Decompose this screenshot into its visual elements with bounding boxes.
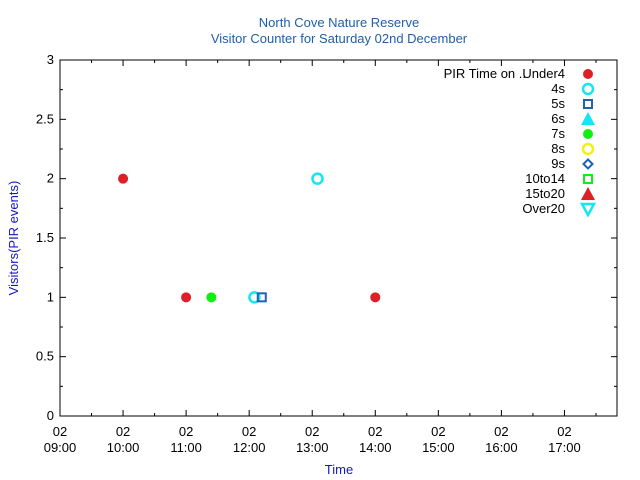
- y-tick-label: 1: [47, 289, 54, 304]
- x-axis-label: Time: [325, 462, 353, 477]
- legend-label: 7s: [551, 126, 565, 141]
- x-tick-label-day: 02: [179, 424, 193, 439]
- legend-label: 5s: [551, 96, 565, 111]
- legend-marker-9s: [582, 158, 594, 170]
- x-tick-label-day: 02: [116, 424, 130, 439]
- y-axis-label: Visitors(PIR events): [6, 181, 21, 296]
- legend-marker-15to20: [581, 187, 595, 200]
- x-tick-label-time: 10:00: [107, 440, 140, 455]
- y-tick-label: 0.5: [36, 349, 54, 364]
- x-tick-label-time: 14:00: [359, 440, 392, 455]
- x-tick-label-time: 13:00: [296, 440, 329, 455]
- legend-marker-10to14: [583, 174, 593, 184]
- data-point-under4: [118, 173, 129, 184]
- data-point-under4: [370, 292, 381, 303]
- legend-title: PIR Time on ..: [444, 66, 526, 81]
- legend-label: 8s: [551, 141, 565, 156]
- data-point-under4: [181, 292, 192, 303]
- legend-marker-over20: [579, 202, 597, 218]
- chart-subtitle: Visitor Counter for Saturday 02nd Decemb…: [211, 31, 468, 46]
- x-axis: 0209:000210:000211:000212:000213:000214:…: [44, 60, 597, 455]
- chart-title: North Cove Nature Reserve: [259, 15, 419, 30]
- x-tick-label-day: 02: [242, 424, 256, 439]
- y-tick-label: 0: [47, 408, 54, 423]
- x-tick-label-day: 02: [53, 424, 67, 439]
- x-tick-label-time: 15:00: [422, 440, 455, 455]
- y-tick-label: 1.5: [36, 230, 54, 245]
- legend-marker-4s: [581, 82, 595, 96]
- legend-label: 4s: [551, 81, 565, 96]
- legend-label: Under4: [522, 66, 565, 81]
- x-tick-label-time: 16:00: [485, 440, 518, 455]
- legend-marker-under4: [583, 69, 593, 79]
- x-tick-label-day: 02: [431, 424, 445, 439]
- x-tick-label-time: 12:00: [233, 440, 266, 455]
- x-tick-label-day: 02: [557, 424, 571, 439]
- data-point-4s: [248, 291, 261, 304]
- legend-marker-8s: [581, 142, 595, 156]
- x-tick-label-day: 02: [494, 424, 508, 439]
- legend-label: Over20: [522, 201, 565, 216]
- legend-marker-7s: [583, 129, 593, 139]
- legend-label: 9s: [551, 156, 565, 171]
- y-tick-label: 2.5: [36, 111, 54, 126]
- y-tick-label: 3: [47, 52, 54, 67]
- x-tick-label-time: 11:00: [170, 440, 202, 455]
- x-tick-label-time: 17:00: [548, 440, 581, 455]
- legend-label: 10to14: [525, 171, 565, 186]
- y-tick-label: 2: [47, 171, 54, 186]
- legend-marker-5s: [583, 99, 593, 109]
- data-point-4s: [311, 172, 324, 185]
- plot-frame: [59, 59, 618, 417]
- data-point-5s: [256, 292, 267, 303]
- legend-marker-6s: [581, 112, 595, 125]
- legend-label: 6s: [551, 111, 565, 126]
- x-tick-label-day: 02: [305, 424, 319, 439]
- data-point-7s: [206, 292, 217, 303]
- y-axis: 0 0.5 1 1.5 2 2.5 3: [36, 52, 617, 423]
- x-tick-label-time: 09:00: [44, 440, 77, 455]
- data-points: [118, 172, 381, 304]
- legend-label: 15to20: [525, 186, 565, 201]
- x-tick-label-day: 02: [368, 424, 382, 439]
